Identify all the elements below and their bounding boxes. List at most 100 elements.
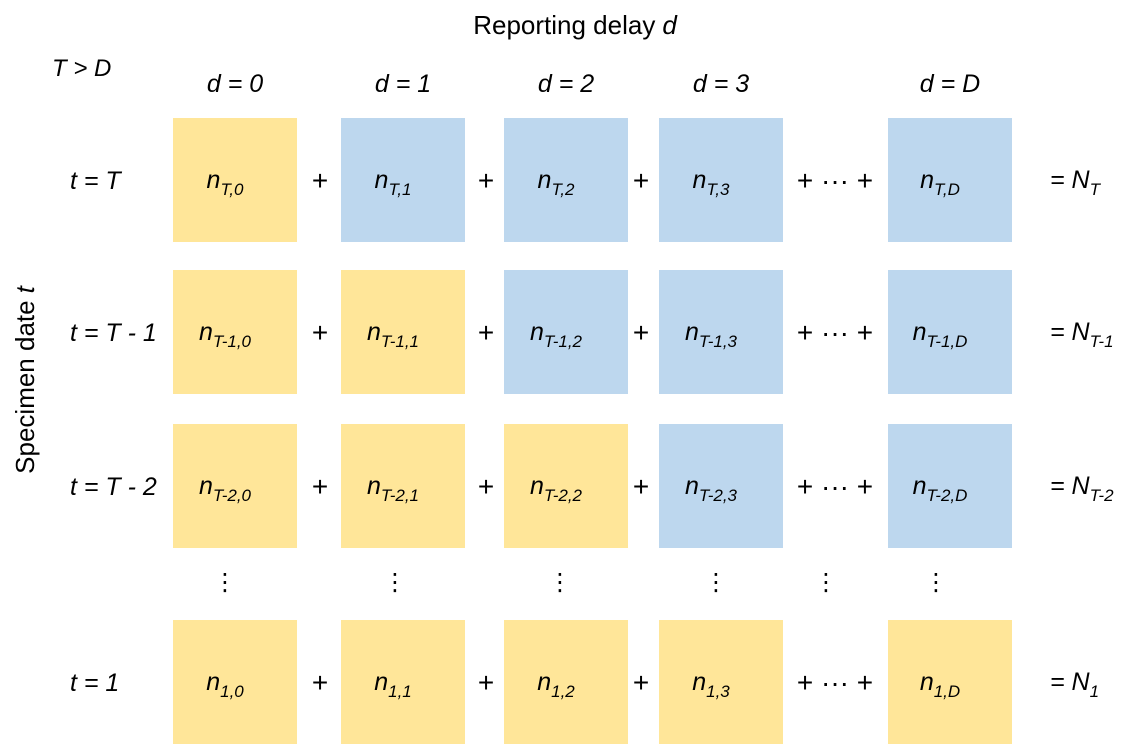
cell-label-sub: T-1,1 (381, 332, 419, 351)
cell-label: n1,D (920, 668, 960, 701)
cell (504, 424, 628, 548)
cell-label-sub: 1,0 (220, 682, 244, 701)
plus: + (312, 667, 328, 698)
row-total-sub: 1 (1090, 682, 1099, 701)
cell-label-sub: T,3 (706, 180, 730, 199)
cell-label: nT-2,2 (530, 472, 583, 505)
vertical-dots: ⋮ (548, 569, 572, 596)
row-total: = NT-1 (1050, 318, 1114, 351)
cell (173, 424, 297, 548)
row-total: = NT-2 (1050, 472, 1114, 505)
cell-label-sub: T-2,0 (213, 486, 252, 505)
cell-label-main: n (693, 166, 707, 194)
ellipsis: + ··· + (797, 165, 873, 196)
ellipsis: + ··· + (797, 667, 873, 698)
y-axis-label: Specimen date t (10, 284, 40, 473)
cell-label: nT-2,0 (199, 472, 252, 505)
cell-label-main: n (913, 472, 927, 500)
title-variable: d (662, 10, 678, 40)
cell-label-sub: T,D (934, 180, 960, 199)
y-label-variable: t (10, 284, 40, 293)
row-total-main: = N (1050, 472, 1091, 500)
cell (504, 270, 628, 394)
row-label: t = T - 2 (70, 473, 157, 501)
cell-label-main: n (199, 318, 213, 346)
row-total: = NT (1050, 166, 1102, 199)
cell-label-main: n (207, 166, 221, 194)
cell-label-main: n (685, 318, 699, 346)
cell (173, 620, 297, 744)
cell-label: nT-1,D (913, 318, 968, 351)
vertical-dots: ⋮ (383, 569, 407, 596)
cell-label-sub: 1,D (934, 682, 960, 701)
cell (659, 118, 783, 242)
cell-label: nT,D (920, 166, 960, 199)
row-total-sub: T-1 (1090, 332, 1114, 351)
condition: T > D (52, 55, 111, 82)
plus: + (478, 317, 494, 348)
row-total-main: = N (1050, 668, 1091, 696)
cell-label: n1,1 (374, 668, 412, 701)
row-total-sub: T (1090, 180, 1102, 199)
cell (341, 424, 465, 548)
plus: + (633, 471, 649, 502)
column-header: d = 1 (375, 70, 431, 98)
cell-label-sub: 1,2 (551, 682, 575, 701)
cell-label-main: n (374, 668, 388, 696)
cell-label: nT-2,3 (685, 472, 738, 505)
cell (659, 424, 783, 548)
cell-label-main: n (206, 668, 220, 696)
cell (888, 270, 1012, 394)
y-label-text: Specimen date (10, 300, 40, 473)
vertical-dots: ⋮ (814, 569, 838, 596)
column-header: d = 3 (693, 70, 749, 98)
cell-label: nT-1,0 (199, 318, 252, 351)
cell-label-sub: T-1,3 (699, 332, 738, 351)
cell-label-sub: T,2 (551, 180, 575, 199)
cell-label-sub: T-1,2 (544, 332, 583, 351)
vertical-dots: ⋮ (704, 569, 728, 596)
column-header: d = D (920, 70, 980, 98)
cell-label-main: n (537, 668, 551, 696)
plus: + (633, 667, 649, 698)
cell-label-sub: T,1 (388, 180, 411, 199)
cell (888, 118, 1012, 242)
cell-label-main: n (367, 472, 381, 500)
plus: + (312, 471, 328, 502)
plus: + (633, 165, 649, 196)
cell-label-sub: T-2,3 (699, 486, 738, 505)
cell (173, 270, 297, 394)
cell (341, 270, 465, 394)
cell-label-sub: 1,3 (706, 682, 730, 701)
cell-label: n1,2 (537, 668, 575, 701)
cell (504, 620, 628, 744)
cell-label-main: n (685, 472, 699, 500)
cell-label-sub: T-2,1 (381, 486, 419, 505)
ellipsis: + ··· + (797, 471, 873, 502)
title-text: Reporting delay (473, 10, 655, 40)
row-total-sub: T-2 (1090, 486, 1114, 505)
cell-label-main: n (530, 318, 544, 346)
vertical-dots: ⋮ (213, 569, 237, 596)
row-total: = N1 (1050, 668, 1099, 701)
plus: + (478, 667, 494, 698)
cell (341, 620, 465, 744)
cell-label-main: n (375, 166, 389, 194)
cell (173, 118, 297, 242)
cell-label-sub: T-2,D (926, 486, 967, 505)
row-total-main: = N (1050, 166, 1091, 194)
cell-label-main: n (199, 472, 213, 500)
cell-label-sub: T-1,D (926, 332, 967, 351)
cell-label: nT-2,D (913, 472, 968, 505)
vertical-dots: ⋮ (924, 569, 948, 596)
cell-label: n1,3 (692, 668, 730, 701)
cell-label-main: n (367, 318, 381, 346)
column-header: d = 2 (538, 70, 594, 98)
cell-label-main: n (538, 166, 552, 194)
cell-label-sub: 1,1 (388, 682, 412, 701)
cell-label: nT,2 (538, 166, 575, 199)
cell-label-main: n (692, 668, 706, 696)
plus: + (478, 471, 494, 502)
